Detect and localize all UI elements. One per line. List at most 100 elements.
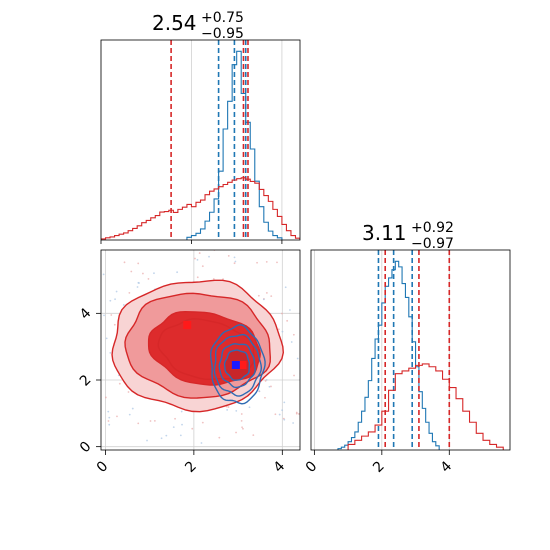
blue-contour-level-0 [209,324,266,405]
scatter-point [75,352,77,354]
bottom-right-panel: 0 2 4 [303,249,511,476]
scatter-point [276,261,278,264]
scatter-point [207,245,209,247]
scatter-point [80,370,82,372]
scatter-point [118,382,121,385]
scatter-point [227,406,230,408]
scatter-point [181,423,183,426]
scatter-point [105,337,108,340]
scatter-point [196,258,199,261]
scatter-point [128,291,131,294]
top-left-panel-frame [100,39,301,241]
scatter-point [138,282,140,284]
scatter-point [308,400,310,402]
scatter-point [91,303,93,305]
bottom-right-title: 3.11 +0.92 −0.97 [362,220,454,252]
scatter-point [296,357,299,360]
top-left-title-plus: +0.75 [201,10,244,26]
scatter-point [196,276,199,279]
scatter-point [290,341,293,343]
scatter-point [234,260,237,263]
scatter-point [67,346,69,348]
scatter-point [233,256,236,259]
scatter-point [235,431,237,434]
scatter-point [179,434,182,437]
top-left-title-minus: −0.95 [201,26,244,42]
scatter-point [130,270,133,273]
scatter-point [180,410,183,413]
scatter-point [292,422,295,424]
bottom-left-ytick-label-1: 2 [77,372,95,390]
scatter-point [268,385,271,388]
scatter-point [195,245,197,247]
scatter-point [292,333,295,336]
scatter-point [77,394,79,396]
scatter-point [226,409,229,411]
scatter-point [248,406,251,409]
scatter-point [281,312,283,315]
scatter-point [147,278,150,280]
scatter-point [283,418,286,421]
scatter-point [137,422,140,425]
scatter-point [233,262,236,265]
scatter-point [131,407,134,410]
scatter-point [85,357,87,359]
panel-0-series-1-histogram [101,177,300,240]
scatter-point [200,442,203,444]
scatter-point [262,298,265,301]
scatter-point [274,413,277,416]
scatter-point [91,292,93,294]
scatter-point [122,304,125,306]
bottom-right-ticks: 0 2 4 [303,450,456,476]
scatter-point [172,426,175,429]
scatter-point [306,369,308,371]
scatter-point [92,414,94,416]
scatter-point [198,252,201,254]
scatter-point [235,409,238,412]
bottom-left-xtick-label-0: 0 [94,458,112,476]
scatter-point [264,380,267,382]
scatter-point [270,385,272,388]
scatter-point [227,254,230,257]
scatter-point [302,280,304,282]
scatter-point [298,413,300,415]
panel-2-series-0-histogram [337,260,440,450]
scatter-point [165,434,168,437]
scatter-point [103,314,105,317]
scatter-point [104,396,107,399]
scatter-point [128,413,131,416]
scatter-point [305,388,307,390]
blue-contour-level-1 [213,333,263,397]
scatter-point [107,420,110,422]
bottom-left-ytick-label-0: 0 [77,439,95,457]
scatter-point [257,294,260,297]
scatter-point [264,396,266,399]
scatter-point [240,413,243,415]
scatter-point [114,298,116,301]
scatter-point [142,272,144,275]
scatter-point [107,410,110,413]
scatter-point [286,319,289,322]
scatter-point [208,255,210,258]
scatter-point [191,427,194,430]
scatter-point [176,271,179,274]
bottom-left-ytick-label-2: 4 [77,305,95,323]
panel-2-xtick-label-2: 4 [438,458,456,476]
scatter-point [149,420,152,422]
scatter-point [305,283,307,285]
scatter-point [99,367,101,369]
bottom-left-contours [67,245,310,450]
scatter-point [88,354,90,356]
bottom-right-panel-frame [310,249,511,451]
scatter-point [252,434,255,437]
scatter-point [281,409,284,412]
scatter-point [295,411,298,414]
scatter-point [109,299,112,302]
scatter-point [72,311,74,313]
scatter-point [281,330,284,333]
red-marker-1 [238,361,247,369]
scatter-point [201,421,204,424]
scatter-point [242,427,244,430]
blue-contour-level-2 [218,343,256,389]
